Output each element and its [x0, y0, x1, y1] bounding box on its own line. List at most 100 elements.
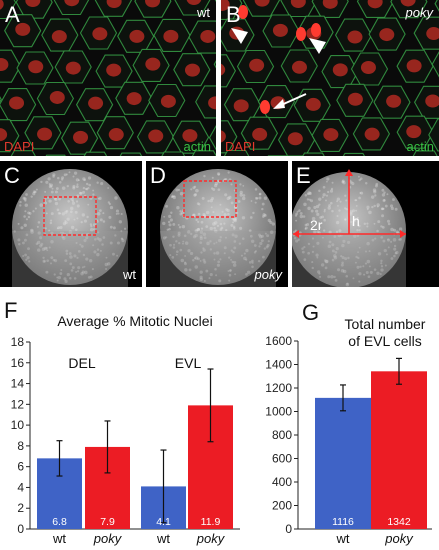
cell-speckle	[66, 272, 70, 277]
embryo-body	[12, 169, 128, 285]
cell-speckle	[356, 234, 360, 237]
cell-speckle	[109, 241, 113, 245]
cell-speckle	[367, 275, 371, 279]
cell-speckle	[299, 231, 302, 234]
cell-speckle	[96, 237, 100, 240]
cell-speckle	[89, 223, 93, 226]
cell-speckle	[177, 223, 180, 226]
cell-nucleus	[322, 0, 338, 9]
cell-speckle	[326, 177, 330, 181]
cell-speckle	[357, 175, 360, 178]
cell-speckle	[366, 222, 369, 225]
cell-speckle	[232, 250, 235, 254]
cell-speckle	[54, 201, 59, 206]
cell-speckle	[24, 203, 28, 207]
cell-speckle	[381, 207, 384, 211]
cell-speckle	[387, 238, 391, 242]
cell-speckle	[203, 260, 207, 264]
cell-speckle	[69, 210, 73, 214]
cell-speckle	[165, 204, 169, 208]
cell-speckle	[294, 229, 297, 232]
cell-speckle	[248, 229, 252, 233]
cell-speckle	[323, 218, 326, 222]
cell-nucleus	[73, 130, 89, 144]
cell-nucleus	[208, 96, 216, 110]
x-category-label: poky	[384, 531, 414, 546]
cell-speckle	[354, 199, 357, 202]
cell-speckle	[81, 213, 86, 217]
cell-speckle	[76, 194, 80, 198]
cell-speckle	[313, 205, 317, 209]
cell-speckle	[239, 183, 242, 186]
panel-b-dapi-label: DAPI	[225, 139, 256, 154]
cell-nucleus	[332, 63, 348, 77]
cell-speckle	[63, 173, 67, 177]
cell-speckle	[398, 227, 403, 231]
cell-speckle	[50, 240, 54, 244]
cell-speckle	[336, 200, 339, 203]
cell-speckle	[97, 231, 100, 234]
cell-speckle	[335, 247, 339, 251]
cell-speckle	[59, 231, 62, 234]
cell-speckle	[233, 260, 237, 264]
y-tick-label: 0	[285, 522, 292, 536]
cell-speckle	[195, 188, 199, 193]
cell-speckle	[310, 223, 314, 226]
cell-speckle	[37, 231, 41, 235]
cell-speckle	[386, 219, 391, 223]
cell-speckle	[390, 227, 394, 232]
cell-speckle	[328, 230, 332, 234]
cell-outline	[83, 151, 108, 156]
cell-nucleus	[65, 61, 81, 75]
cell-speckle	[211, 176, 214, 179]
roi-box	[183, 180, 237, 218]
cell-speckle	[167, 220, 171, 224]
cell-speckle	[94, 238, 97, 241]
cell-speckle	[221, 210, 224, 213]
cell-speckle	[373, 222, 376, 225]
cell-speckle	[318, 197, 322, 201]
cell-speckle	[354, 261, 357, 264]
cell-speckle	[217, 179, 220, 183]
bar-value-label: 7.9	[100, 516, 115, 528]
cell-speckle	[96, 252, 100, 257]
cell-speckle	[53, 259, 58, 263]
cell-speckle	[248, 261, 252, 264]
cell-speckle	[57, 226, 61, 230]
cell-speckle	[215, 274, 218, 277]
cell-speckle	[327, 275, 331, 279]
bar-poky	[371, 371, 427, 529]
cell-speckle	[261, 202, 265, 206]
cell-speckle	[356, 216, 359, 219]
panel-f-letter: F	[4, 298, 18, 323]
cell-speckle	[177, 233, 181, 237]
cell-speckle	[56, 208, 60, 212]
cell-nucleus	[221, 0, 230, 11]
cell-nucleus	[108, 128, 124, 142]
cell-speckle	[56, 279, 59, 282]
cell-speckle	[80, 221, 83, 224]
cell-speckle	[76, 217, 79, 220]
cell-speckle	[48, 199, 52, 203]
cell-speckle	[199, 275, 203, 279]
cell-speckle	[377, 252, 382, 256]
cell-speckle	[209, 198, 214, 203]
cell-speckle	[170, 211, 173, 214]
cell-speckle	[169, 254, 172, 257]
cell-speckle	[32, 210, 35, 213]
y-tick-label: 4	[17, 480, 24, 494]
y-tick-label: 1600	[265, 334, 292, 348]
cell-speckle	[168, 223, 172, 227]
cell-speckle	[358, 246, 361, 249]
cell-speckle	[173, 195, 176, 198]
cell-speckle	[345, 282, 350, 287]
bar-value-label: 4.1	[156, 516, 171, 528]
cell-speckle	[209, 226, 213, 231]
y-tick-label: 200	[272, 499, 292, 513]
cell-speckle	[384, 264, 387, 267]
cell-speckle	[99, 249, 102, 252]
bar-value-label: 11.9	[201, 516, 221, 528]
embryo-body	[160, 169, 276, 285]
cell-speckle	[184, 268, 188, 272]
panel-a-letter: A	[5, 2, 20, 27]
